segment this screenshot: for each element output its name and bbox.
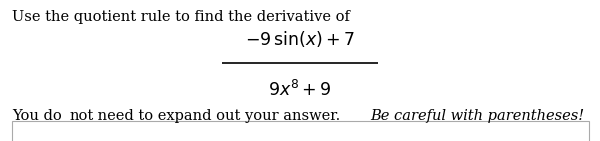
Text: $-9\,\sin(x) + 7$: $-9\,\sin(x) + 7$ (245, 29, 355, 49)
Text: $9x^8 + 9$: $9x^8 + 9$ (268, 80, 332, 100)
Text: Be careful with parentheses!: Be careful with parentheses! (370, 109, 584, 123)
Text: Use the quotient rule to find the derivative of: Use the quotient rule to find the deriva… (12, 10, 350, 24)
Text: need to expand out your answer.: need to expand out your answer. (93, 109, 345, 123)
Text: not: not (69, 109, 93, 123)
FancyBboxPatch shape (12, 121, 589, 141)
Text: You do: You do (12, 109, 67, 123)
